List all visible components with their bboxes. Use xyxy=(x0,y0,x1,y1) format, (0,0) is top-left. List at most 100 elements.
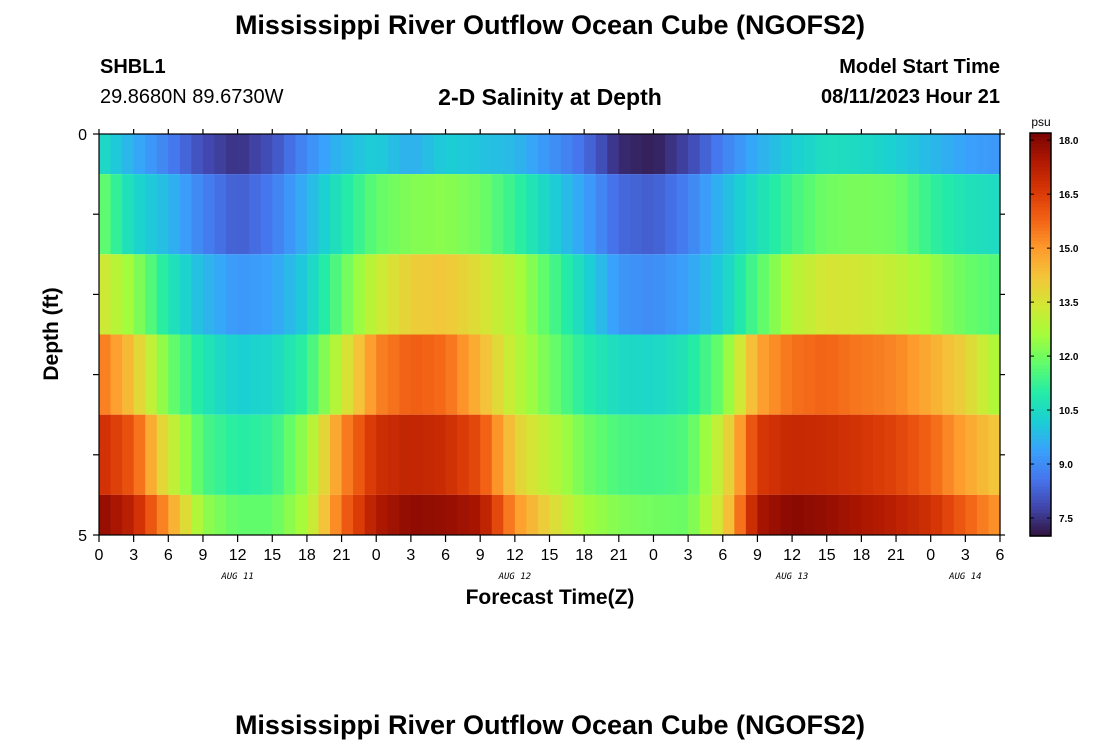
colorbar-swatch xyxy=(1030,428,1051,433)
heatmap-cell xyxy=(433,494,447,535)
colorbar-swatch xyxy=(1030,411,1051,416)
heatmap-cell xyxy=(491,494,504,535)
heatmap-cell xyxy=(757,334,770,415)
colorbar-swatch xyxy=(1030,488,1051,493)
heatmap-cell xyxy=(618,414,631,495)
colorbar-swatch xyxy=(1030,394,1051,399)
heatmap-cell xyxy=(364,494,377,535)
heatmap-cell xyxy=(584,174,597,255)
x-tick-label: 18 xyxy=(852,547,870,564)
heatmap-cell xyxy=(884,134,897,175)
heatmap-cell xyxy=(110,174,123,255)
colorbar-swatch xyxy=(1030,398,1051,403)
colorbar-tick-label: 13.5 xyxy=(1059,298,1079,309)
heatmap-cell xyxy=(376,174,389,255)
colorbar-swatch xyxy=(1030,159,1051,164)
colorbar-swatch xyxy=(1030,270,1051,275)
colorbar-swatch xyxy=(1030,260,1051,265)
colorbar-swatch xyxy=(1030,203,1051,208)
heatmap-cell xyxy=(792,334,805,415)
heatmap-cell xyxy=(503,134,516,175)
heatmap-cell xyxy=(283,174,296,255)
heatmap-cell xyxy=(607,174,620,255)
heatmap-cell xyxy=(145,334,158,415)
heatmap-cell xyxy=(283,494,296,535)
heatmap-cell xyxy=(780,334,793,415)
heatmap-cell xyxy=(618,134,631,175)
colorbar-tick-label: 15.0 xyxy=(1059,244,1079,255)
heatmap-cell xyxy=(295,134,308,175)
heatmap-cell xyxy=(745,174,759,255)
colorbar-swatch xyxy=(1030,482,1051,487)
heatmap-cell xyxy=(896,414,909,495)
heatmap-cell xyxy=(815,334,828,415)
heatmap-cell xyxy=(653,254,666,335)
heatmap-cell xyxy=(422,134,435,175)
heatmap-cell xyxy=(179,334,193,415)
colorbar-swatch xyxy=(1030,485,1051,490)
heatmap-cell xyxy=(249,254,262,335)
colorbar-swatch xyxy=(1030,371,1051,376)
heatmap-cell xyxy=(514,494,527,535)
heatmap-cell xyxy=(537,254,551,335)
heatmap-cell xyxy=(422,334,435,415)
heatmap-cell xyxy=(572,494,585,535)
heatmap-cell xyxy=(168,334,181,415)
heatmap-cell xyxy=(884,174,897,255)
footer-title: Mississippi River Outflow Ocean Cube (NG… xyxy=(234,710,866,740)
heatmap-cell xyxy=(641,494,655,535)
heatmap-cell xyxy=(653,174,666,255)
heatmap-cell xyxy=(249,134,262,175)
colorbar-swatch xyxy=(1030,505,1051,510)
heatmap-cell xyxy=(122,494,135,535)
x-tick-label: 6 xyxy=(718,547,727,564)
heatmap-cell xyxy=(306,334,320,415)
colorbar-swatch xyxy=(1030,180,1051,184)
heatmap-cell xyxy=(734,334,747,415)
heatmap-cell xyxy=(202,174,216,255)
heatmap-cell xyxy=(722,254,735,335)
heatmap-cell xyxy=(387,134,400,175)
heatmap-cell xyxy=(653,334,666,415)
colorbar-swatch xyxy=(1030,354,1051,359)
heatmap-cell xyxy=(942,494,955,535)
colorbar-swatch xyxy=(1030,206,1051,211)
colorbar-swatch xyxy=(1030,183,1051,188)
heatmap-cell xyxy=(907,334,920,415)
colorbar-swatch xyxy=(1030,445,1051,450)
heatmap-cell xyxy=(283,134,296,175)
heatmap-cell xyxy=(491,334,504,415)
heatmap-cell xyxy=(826,414,839,495)
heatmap-cell xyxy=(168,414,181,495)
heatmap-cell xyxy=(618,494,631,535)
heatmap-cell xyxy=(665,414,678,495)
y-axis-label: Depth (ft) xyxy=(40,287,63,380)
colorbar-swatch xyxy=(1030,435,1051,440)
x-axis: 0 3 6 9 12 15 18 21 0 3 6 9 12 15 18 21 0 3 6 9 12 15 18 21 0 3 6 xyxy=(95,129,1005,564)
heatmap-cell xyxy=(699,334,712,415)
heatmap-cell xyxy=(156,134,169,175)
heatmap-cell xyxy=(145,174,158,255)
heatmap-cell xyxy=(757,174,770,255)
heatmap-cell xyxy=(942,134,955,175)
heatmap-cell xyxy=(896,254,909,335)
heatmap-cell xyxy=(168,134,181,175)
heatmap-cell xyxy=(872,414,886,495)
heatmap-cell xyxy=(896,134,909,175)
heatmap-cell xyxy=(641,254,655,335)
heatmap-cell xyxy=(318,334,331,415)
heatmap-cell xyxy=(156,254,169,335)
colorbar-swatch xyxy=(1030,502,1051,507)
heatmap-cell xyxy=(237,334,250,415)
heatmap-cell xyxy=(457,494,470,535)
heatmap-cell xyxy=(607,494,620,535)
heatmap-cell xyxy=(896,494,909,535)
heatmap-cell xyxy=(122,134,135,175)
heatmap-cell xyxy=(757,254,770,335)
heatmap-cell xyxy=(330,174,343,255)
salinity-heatmap-chart: 0 3 6 9 12 15 18 21 0 3 6 9 12 15 18 21 0 3 6 9 12 15 18 21 0 3 6 … xyxy=(40,115,1079,609)
heatmap-cell xyxy=(792,254,805,335)
heatmap-cell xyxy=(110,494,123,535)
model-start-label: Model Start Time xyxy=(839,56,1000,78)
heatmap-cell xyxy=(561,174,574,255)
